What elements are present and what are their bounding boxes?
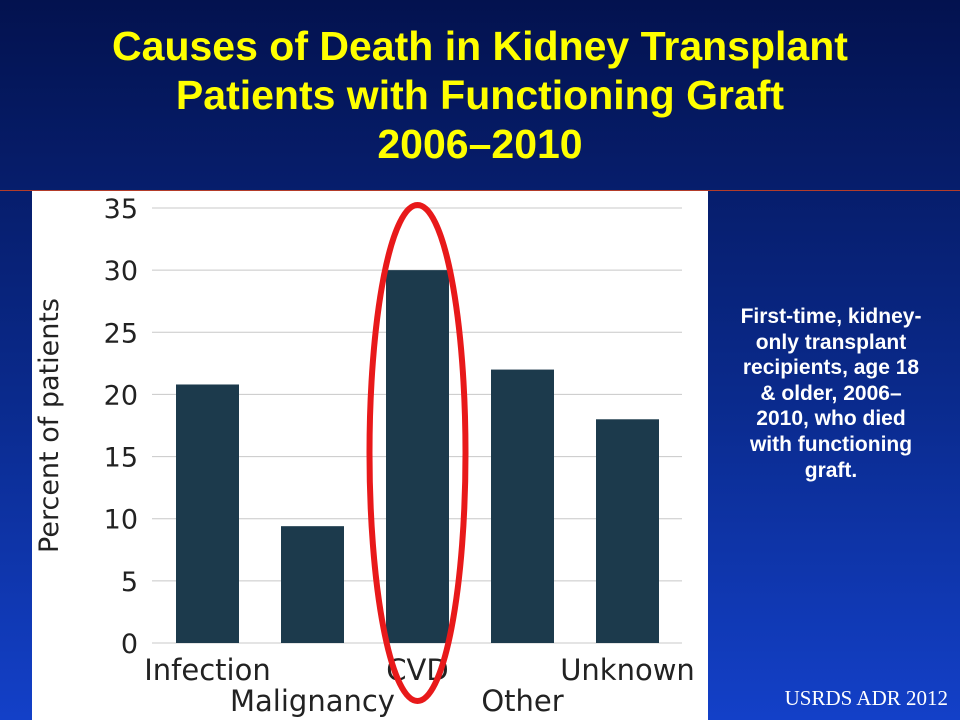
y-axis-label: Percent of patients: [34, 298, 65, 553]
side-note: First-time, kidney-only transplant recip…: [740, 305, 922, 482]
highlight-ellipse: [366, 202, 469, 704]
y-tick-label: 35: [104, 194, 138, 225]
title-line-1: Causes of Death in Kidney Transplant: [112, 22, 848, 69]
x-tick-label: Unknown: [560, 653, 695, 687]
y-tick-label: 20: [104, 380, 138, 411]
y-tick-label: 15: [104, 443, 138, 474]
bar-unknown: [596, 419, 659, 643]
title-line-3: 2006–2010: [377, 120, 583, 167]
slide-title: Causes of Death in Kidney Transplant Pat…: [0, 0, 960, 191]
bar-cvd: [386, 270, 449, 643]
bar-chart: 0 5 10 15 20 25 30 35 Percent of patients Infecti…: [34, 194, 695, 718]
y-tick-label: 10: [104, 505, 138, 536]
source-citation: USRDS ADR 2012: [784, 686, 948, 710]
bar-other: [491, 369, 554, 643]
y-tick-label: 0: [121, 629, 138, 660]
title-line-2: Patients with Functioning Graft: [175, 71, 785, 118]
x-tick-label: Infection: [144, 653, 270, 687]
x-tick-label: Other: [481, 684, 563, 718]
chart-panel: 0 5 10 15 20 25 30 35 Percent of patients Infecti…: [32, 191, 708, 720]
y-tick-label: 30: [104, 256, 138, 287]
y-tick-label: 5: [121, 567, 138, 598]
x-tick-label: Malignancy: [230, 684, 395, 718]
bar-infection: [176, 384, 239, 643]
bar-malignancy: [281, 526, 344, 643]
y-tick-label: 25: [104, 318, 138, 349]
